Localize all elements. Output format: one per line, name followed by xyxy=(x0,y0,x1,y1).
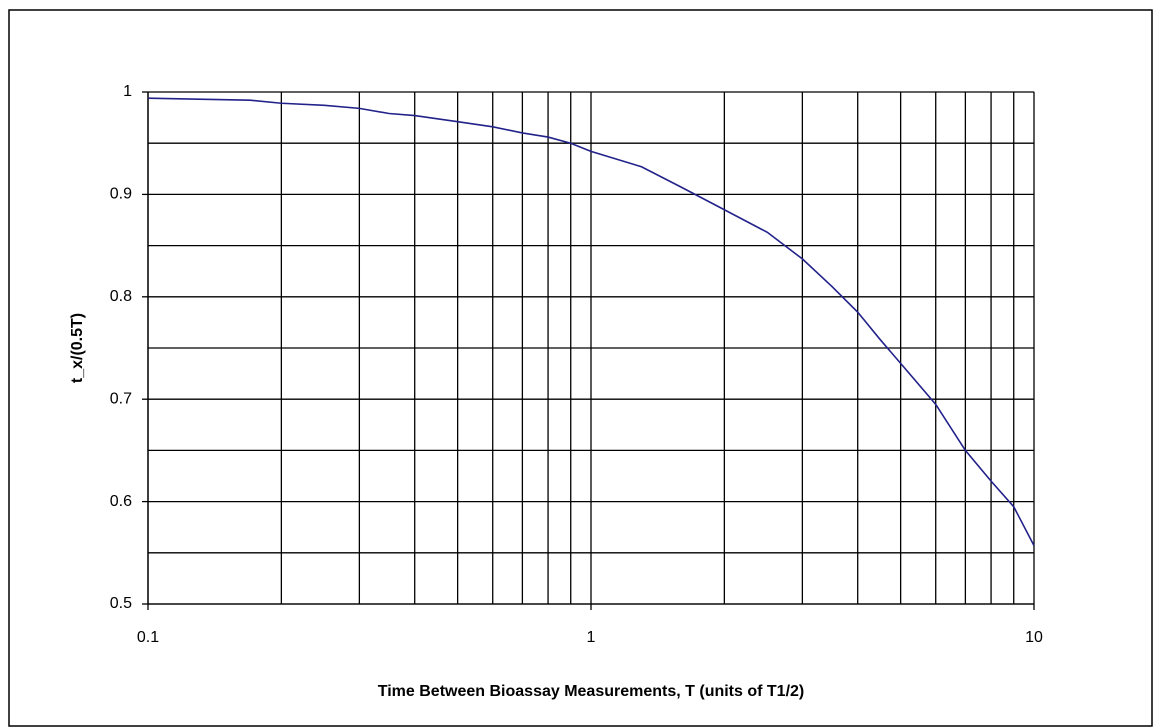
x-tick-label: 10 xyxy=(1025,629,1043,646)
y-axis-label: t_x/(0.5T) xyxy=(69,313,86,383)
y-tick-label: 0.7 xyxy=(110,390,132,407)
x-axis-label: Time Between Bioassay Measurements, T (u… xyxy=(378,683,805,700)
y-tick-label: 0.8 xyxy=(110,288,132,305)
y-tick-label: 1 xyxy=(123,83,132,100)
y-tick-label: 0.6 xyxy=(110,493,132,510)
y-tick-label: 0.5 xyxy=(110,595,132,612)
y-tick-label: 0.9 xyxy=(110,186,132,203)
data-line xyxy=(147,97,1035,547)
x-tick-label: 1 xyxy=(587,629,596,646)
x-tick-label: 0.1 xyxy=(137,629,159,646)
